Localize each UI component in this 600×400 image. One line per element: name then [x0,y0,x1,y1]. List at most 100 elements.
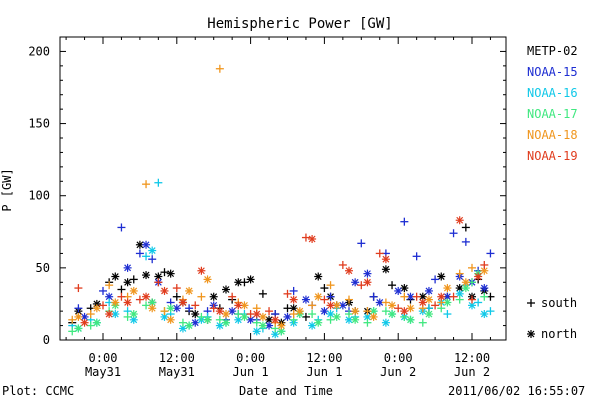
data-point-north [197,266,206,275]
data-point-north [203,275,212,284]
data-point-north [222,318,230,327]
data-point-south [117,285,126,294]
data-point-south [129,275,138,284]
data-point-north [258,321,267,330]
data-point-north [345,266,353,275]
data-point-south [326,315,335,324]
legend-symbol-plus [527,299,535,307]
data-point-south [209,304,218,313]
x-tick-date: Jun 2 [380,365,416,379]
y-tick-label: 0 [43,333,50,347]
data-point-south [178,318,187,327]
x-tick-label: 0:00 [89,351,118,365]
x-tick-label: 12:00 [159,351,195,365]
x-tick-label: 12:00 [306,351,342,365]
legend-item: NOAA-18 [527,128,578,142]
data-point-south [418,318,427,327]
legend-item: NOAA-19 [527,149,578,163]
data-point-south [86,321,95,330]
data-point-north [105,310,114,319]
data-point-south [308,301,317,310]
legend-item: NOAA-16 [527,86,578,100]
data-point-north [215,321,224,330]
data-point-north [252,310,261,319]
data-point-south [258,289,267,298]
data-point-north [424,286,433,295]
data-point-south [468,295,476,304]
data-point-north [301,295,310,304]
y-tick-label: 50 [36,261,50,275]
data-point-north [185,321,194,330]
data-point-north [437,272,446,281]
data-point-north [191,310,200,319]
y-tick-label: 100 [28,189,50,203]
data-point-south [117,223,126,232]
data-point-north [271,315,280,324]
data-point-north [277,321,286,330]
data-point-north [455,216,464,225]
data-point-north [160,286,169,295]
data-point-north [258,312,267,321]
data-point-north [252,327,261,336]
footer-credit: Plot: CCMC [2,384,74,398]
data-point-south [449,229,458,238]
legend-item: NOAA-17 [527,107,578,121]
data-point-north [123,298,132,307]
data-point-south [412,252,421,261]
data-point-north [74,324,83,333]
footer-timestamp: 2011/06/02 16:55:07 [448,384,585,398]
data-point-north [480,284,489,293]
data-point-north [406,315,415,324]
data-point-south [135,295,144,304]
data-point-south [431,275,440,284]
data-point-north [400,307,409,316]
data-point-south [135,249,144,258]
data-point-north [191,318,200,327]
data-point-south [357,239,366,248]
data-point-south [449,292,458,301]
data-point-south [252,318,261,327]
data-point-north [74,312,83,321]
data-point-south [480,292,489,301]
data-point-south [160,307,169,316]
data-point-north [308,321,317,330]
data-point-south [154,278,163,287]
data-point-south [105,281,114,290]
data-point-south [191,301,200,310]
data-point-north [381,265,390,274]
data-points [68,64,495,339]
data-point-south [326,292,335,301]
data-point-south [117,292,126,301]
data-point-south [148,255,157,264]
data-point-north [148,298,157,307]
y-tick-label: 200 [28,44,50,58]
x-tick-date: May31 [159,365,195,379]
data-point-south [86,310,95,319]
data-point-north [381,255,390,264]
data-point-north [142,271,151,280]
data-point-south [443,310,452,319]
data-point-north [215,307,224,316]
data-point-north [461,284,470,293]
data-point-north [129,315,138,324]
data-point-north [289,304,298,313]
data-point-south [215,64,224,73]
data-point-south [283,289,292,298]
data-point-south [197,312,206,321]
data-point-south [142,301,151,310]
data-point-north [474,272,483,281]
data-point-south [486,307,495,316]
legend-item: NOAA-15 [527,65,578,79]
data-point-north [203,315,212,324]
data-point-north [295,307,304,316]
data-point-south [74,304,83,313]
data-point-north [178,298,187,307]
data-point-south [345,310,353,319]
data-point-south [381,298,390,307]
data-point-south [474,298,483,307]
data-point-north [92,318,101,327]
data-point-north [480,310,489,319]
data-point-south [320,295,329,304]
y-axis-label: P [GW] [0,168,14,211]
